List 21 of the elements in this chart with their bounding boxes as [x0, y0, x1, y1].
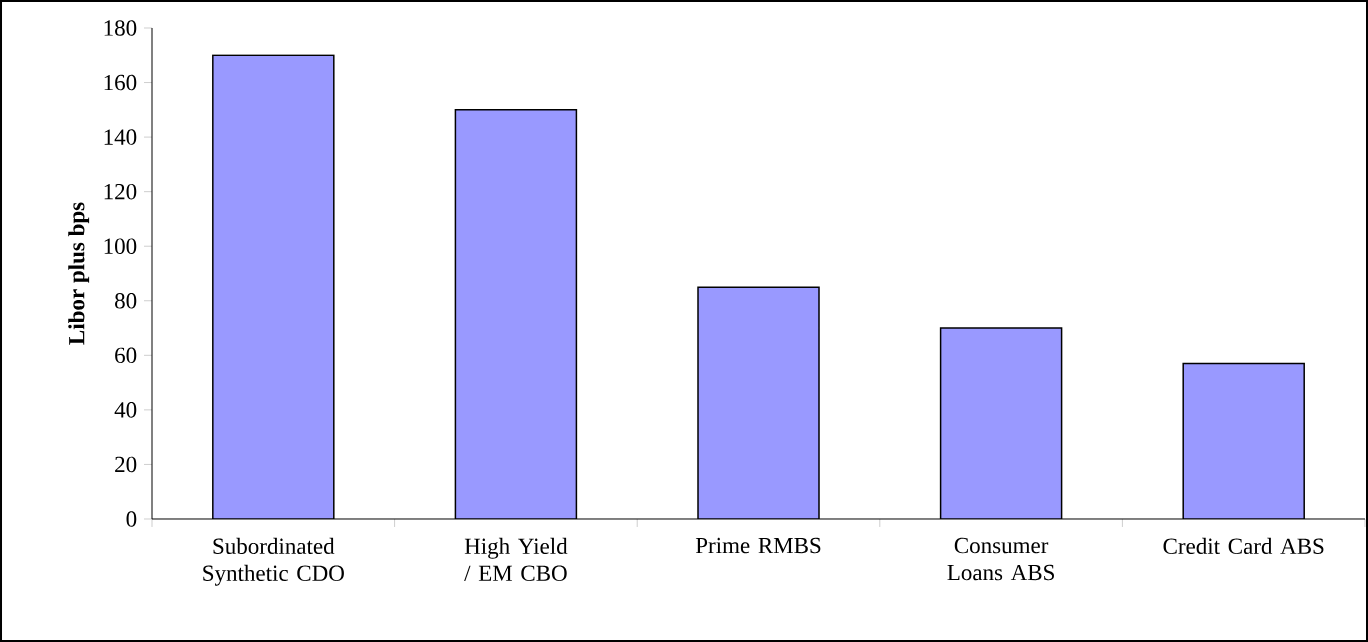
y-tick-label: 100	[104, 238, 137, 254]
y-tick-label: 140	[104, 129, 137, 145]
y-tick-label: 20	[115, 456, 137, 473]
y-axis-title: Libor plus bps	[68, 202, 90, 345]
y-tick-label: 60	[115, 347, 137, 364]
x-tick-label: Prime RMBS	[695, 537, 821, 554]
bar	[697, 286, 820, 519]
y-tick-label: 120	[104, 183, 137, 200]
bar	[939, 327, 1063, 519]
x-tick-label: Subordinated Synthetic CDO	[203, 537, 344, 586]
y-tick-label: 0	[126, 511, 137, 527]
x-tick-label: Consumer Loans ABS	[947, 537, 1054, 581]
bar	[1182, 362, 1305, 519]
y-tick-label: 80	[115, 293, 137, 309]
x-tick-label: Credit Card ABS	[1163, 537, 1324, 555]
y-tick-label: 180	[104, 20, 137, 36]
x-tick-label: High Yield / EM CBO	[464, 537, 568, 582]
y-tick-label: 160	[104, 74, 137, 91]
bar	[212, 54, 335, 519]
y-tick-label: 40	[114, 402, 137, 418]
bar	[454, 109, 578, 519]
